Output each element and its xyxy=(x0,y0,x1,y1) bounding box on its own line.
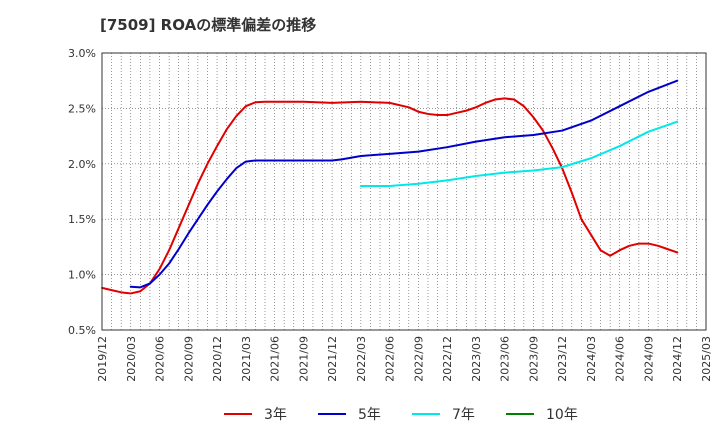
legend-label-3: 7年 xyxy=(452,407,475,423)
x-tick-label: 2021/12 xyxy=(326,336,339,382)
plot-area xyxy=(102,53,706,330)
x-tick-label: 2020/03 xyxy=(125,336,138,382)
x-tick-label: 2022/06 xyxy=(384,336,397,382)
x-tick-label: 2024/06 xyxy=(614,336,627,382)
x-tick-label: 2021/09 xyxy=(297,336,310,382)
legend: 3年 5年 7年 10年 xyxy=(224,407,578,423)
x-tick-label: 2023/03 xyxy=(470,336,483,382)
x-tick-label: 2022/03 xyxy=(355,336,368,382)
x-tick-label: 2024/12 xyxy=(671,336,684,382)
x-tick-label: 2022/12 xyxy=(441,336,454,382)
series-line-2 xyxy=(129,79,679,289)
x-tick-label: 2021/03 xyxy=(240,336,253,382)
x-tick-label: 2022/09 xyxy=(412,336,425,382)
series-line-3 xyxy=(359,120,679,187)
axis-layer: 0.5% 1.0% 1.5% 2.0% 2.5% 3.0% 2019/12 2020/03 20… xyxy=(68,47,713,382)
x-tick-label: 2019/12 xyxy=(96,336,109,382)
x-tick-label: 2023/09 xyxy=(527,336,540,382)
y-tick-label: 1.0% xyxy=(68,269,96,282)
x-tick-label: 2021/06 xyxy=(269,336,282,382)
plot-frame xyxy=(101,52,707,331)
x-tick-label: 2020/12 xyxy=(211,336,224,382)
x-tick-label: 2020/06 xyxy=(154,336,167,382)
y-tick-label: 2.5% xyxy=(68,102,96,115)
x-tick-label: 2024/03 xyxy=(585,336,598,382)
x-tick-label: 2023/12 xyxy=(556,336,569,382)
legend-label-4: 10年 xyxy=(546,407,578,423)
y-tick-label: 2.0% xyxy=(68,158,96,171)
y-tick-label: 0.5% xyxy=(68,324,96,337)
y-tick-label: 3.0% xyxy=(68,47,96,60)
legend-label-1: 3年 xyxy=(264,407,287,423)
x-tick-label: 2020/09 xyxy=(182,336,195,382)
x-tick-label: 2024/09 xyxy=(642,336,655,382)
series-layer xyxy=(101,79,679,295)
legend-label-2: 5年 xyxy=(358,407,381,423)
x-tick-label: 2025/03 xyxy=(700,336,713,382)
series-line-1 xyxy=(101,97,679,295)
grid-layer xyxy=(102,53,706,330)
x-tick-label: 2023/06 xyxy=(499,336,512,382)
chart-title: [7509] ROAの標準偏差の推移 xyxy=(100,16,317,34)
y-tick-label: 1.5% xyxy=(68,213,96,226)
